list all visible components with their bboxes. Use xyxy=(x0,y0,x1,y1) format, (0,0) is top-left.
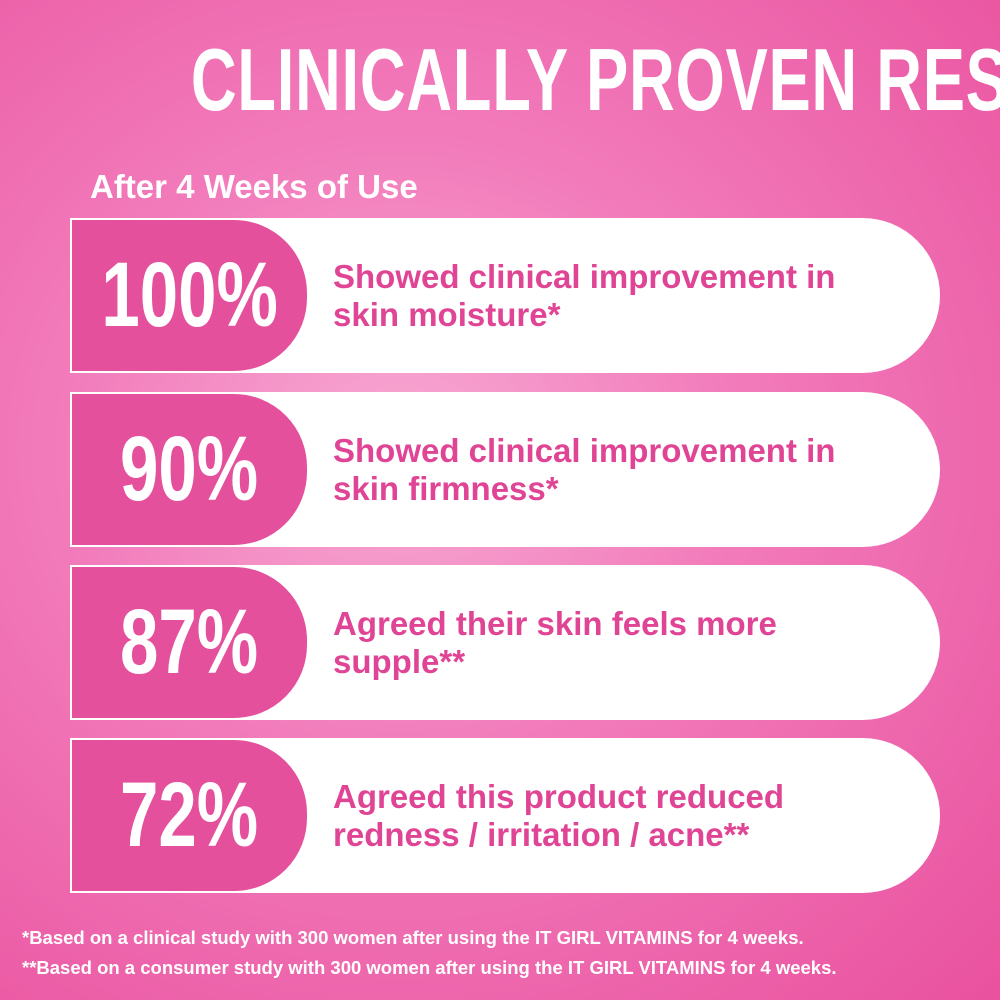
stat-card: 87% Agreed their skin feels more supple** xyxy=(70,565,940,720)
stat-description: Showed clinical improvement in skin mois… xyxy=(333,257,836,333)
footnote: **Based on a consumer study with 300 wom… xyxy=(22,957,837,978)
stat-value-box: 72% xyxy=(70,738,309,893)
subtitle: After 4 Weeks of Use xyxy=(90,168,418,205)
stat-value-box: 100% xyxy=(70,218,309,373)
stat-value: 90% xyxy=(120,418,259,520)
stat-value: 87% xyxy=(120,591,259,693)
stat-description: Agreed this product reduced redness / ir… xyxy=(333,777,785,853)
stat-value-box: 87% xyxy=(70,565,309,720)
stat-description: Agreed their skin feels more supple** xyxy=(333,604,777,680)
title-text: CLINICALLY PROVEN RESULTS xyxy=(190,30,1000,129)
stat-card: 100% Showed clinical improvement in skin … xyxy=(70,218,940,373)
stat-description: Showed clinical improvement in skin firm… xyxy=(333,431,836,507)
stat-card: 90% Showed clinical improvement in skin f… xyxy=(70,392,940,547)
stat-card: 72% Agreed this product reduced redness /… xyxy=(70,738,940,893)
title: CLINICALLY PROVEN RESULTS xyxy=(0,30,1000,130)
stat-value: 100% xyxy=(101,244,278,346)
footnote: *Based on a clinical study with 300 wome… xyxy=(22,927,804,948)
stat-value-box: 90% xyxy=(70,392,309,547)
stat-value: 72% xyxy=(120,764,259,866)
